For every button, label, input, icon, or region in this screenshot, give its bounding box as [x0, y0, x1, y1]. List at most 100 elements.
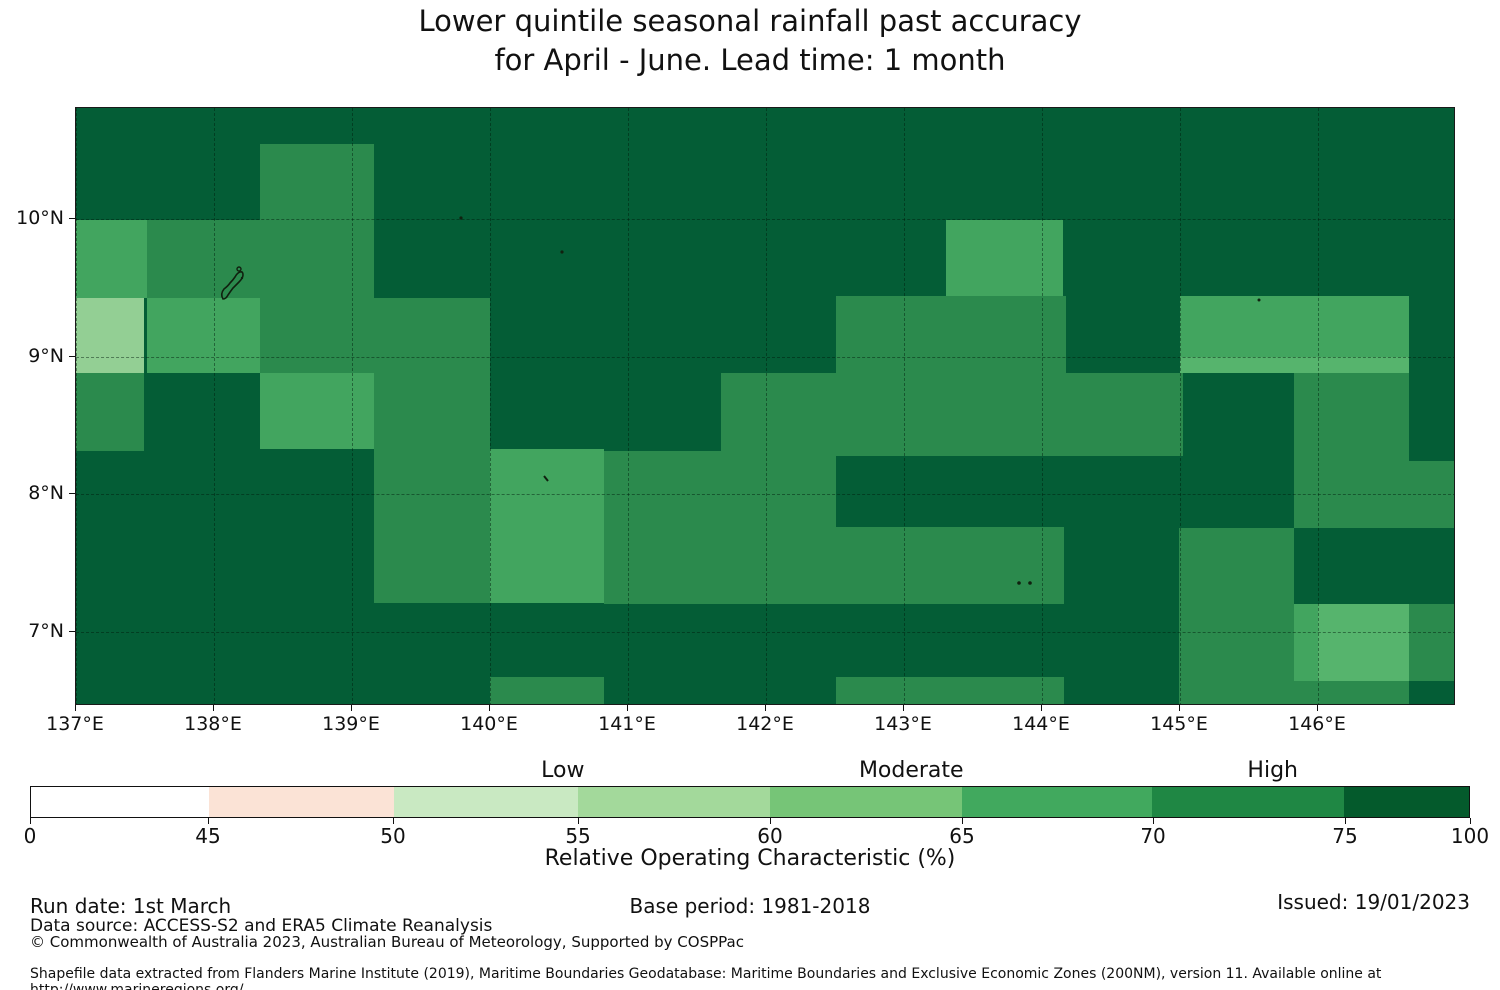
map-cell-patch [604, 451, 836, 527]
map-cell-patch [604, 527, 1064, 604]
colorbar [30, 786, 1470, 818]
parallel-gridline [76, 219, 1454, 220]
issued-date-text: Issued: 19/01/2023 [1277, 890, 1470, 914]
colorbar-tick [207, 818, 209, 824]
map-cell-patch [260, 373, 374, 449]
colorbar-tick [961, 818, 963, 824]
y-axis-tick-label: 10°N [16, 207, 64, 229]
island-dot-sonsorol [560, 250, 564, 254]
colorbar-tick [393, 818, 395, 824]
colorbar-segment-45-50 [208, 787, 394, 817]
colorbar-category-label-moderate: Moderate [858, 758, 964, 783]
colorbar-tick [30, 818, 31, 824]
meridian-gridline [1318, 108, 1319, 704]
meridian-gridline [490, 108, 491, 704]
colorbar-tick [1153, 818, 1155, 824]
colorbar-segment-70-75 [1152, 787, 1345, 817]
map-cell-patch [1294, 373, 1409, 461]
map-cell-patch [76, 373, 144, 451]
y-axis-tick [69, 356, 75, 357]
colorbar-tick [1345, 818, 1346, 824]
map-cell-patch [1318, 604, 1409, 681]
colorbar-tick [770, 818, 772, 824]
colorbar-category-label-low: Low [541, 758, 585, 783]
map-cell-patch [1294, 604, 1318, 681]
meridian-gridline [352, 108, 353, 704]
colorbar-segment-50-55 [393, 787, 579, 817]
colorbar-segment-55-60 [578, 787, 770, 817]
map-cell-patch [721, 373, 1183, 456]
x-axis-tick-label: 137°E [46, 713, 104, 735]
y-axis-tick-label: 9°N [28, 345, 64, 367]
map-cell-patch [836, 677, 1064, 704]
meridian-gridline [1180, 108, 1181, 704]
colorbar-tick-label: 50 [380, 824, 406, 848]
meridian-gridline [628, 108, 629, 704]
meridian-gridline [766, 108, 767, 704]
colorbar-tick-label: 55 [565, 824, 591, 848]
map-cell-patch [490, 677, 604, 704]
colorbar-tick-label: 45 [195, 824, 221, 848]
x-axis-tick [1317, 705, 1318, 711]
map-cell-patch [260, 144, 374, 220]
map-cell-patch [1180, 357, 1409, 373]
colorbar-axis-label: Relative Operating Characteristic (%) [544, 846, 956, 871]
colorbar-segment-60-65 [769, 787, 962, 817]
meridian-gridline [904, 108, 905, 704]
base-period-text: Base period: 1981-2018 [629, 894, 871, 918]
meridian-gridline [1042, 108, 1043, 704]
x-axis-tick [489, 705, 490, 711]
x-axis-tick-label: 140°E [460, 713, 518, 735]
map-cell-patch [946, 220, 1063, 296]
colorbar-segment-75-100 [1344, 787, 1469, 817]
colorbar-category-label-high: High [1247, 758, 1299, 783]
page-title: Lower quintile seasonal rainfall past ac… [418, 4, 1082, 38]
meridian-gridline [214, 108, 215, 704]
x-axis-tick-label: 138°E [184, 713, 242, 735]
data-source-text: Data source: ACCESS-S2 and ERA5 Climate … [30, 916, 493, 936]
x-axis-tick-label: 143°E [874, 713, 932, 735]
y-axis-tick-label: 7°N [28, 620, 64, 642]
colorbar-tick [1470, 818, 1471, 824]
colorbar-tick-label: 75 [1332, 824, 1358, 848]
copyright-text: © Commonwealth of Australia 2023, Austra… [30, 933, 744, 951]
x-axis-tick [765, 705, 766, 711]
map-cell-patch [260, 298, 490, 373]
x-axis-tick [903, 705, 904, 711]
y-axis-tick [69, 631, 75, 632]
colorbar-tick-label: 70 [1140, 824, 1166, 848]
map-cell-patch [147, 298, 260, 373]
x-axis-tick-label: 144°E [1012, 713, 1070, 735]
page-subtitle: for April - June. Lead time: 1 month [494, 43, 1006, 77]
x-axis-tick [1041, 705, 1042, 711]
meridian-gridline [76, 108, 77, 704]
colorbar-tick-label: 65 [949, 824, 975, 848]
colorbar-tick-label: 100 [1450, 824, 1490, 848]
colorbar-segment-65-70 [961, 787, 1153, 817]
map-cell-patch [1180, 296, 1409, 357]
y-axis-tick [69, 493, 75, 494]
map-cell-patch [76, 298, 144, 373]
map-cell-patch [374, 373, 490, 603]
map-cell-patch [76, 220, 147, 298]
map-cell-patch [490, 449, 604, 603]
x-axis-tick-label: 141°E [598, 713, 656, 735]
run-date-text: Run date: 1st March [30, 894, 232, 918]
map-cell-patch [836, 296, 1066, 373]
x-axis-tick [627, 705, 628, 711]
parallel-gridline [76, 632, 1454, 633]
x-axis-tick [1179, 705, 1180, 711]
x-axis-tick-label: 145°E [1150, 713, 1208, 735]
y-axis-tick-label: 8°N [28, 482, 64, 504]
colorbar-tick-label: 0 [23, 824, 37, 848]
colorbar-tick-label: 60 [757, 824, 783, 848]
x-axis-tick [351, 705, 352, 711]
x-axis-tick [213, 705, 214, 711]
map-cell-patch [1179, 528, 1294, 704]
x-axis-tick-label: 146°E [1288, 713, 1346, 735]
colorbar-segment-0-45 [31, 787, 209, 817]
map-cell-patch [147, 220, 374, 298]
map-plot-area [75, 107, 1455, 705]
y-axis-tick [69, 218, 75, 219]
